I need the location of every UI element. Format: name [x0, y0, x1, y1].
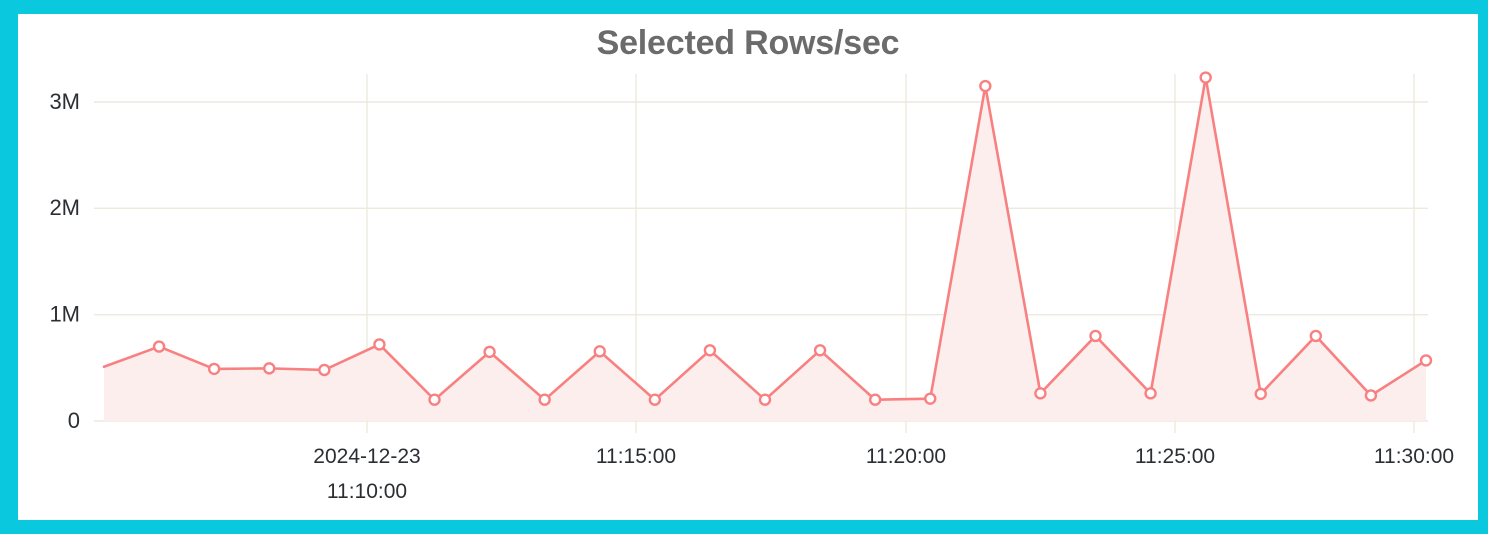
- data-point-marker[interactable]: [1254, 387, 1267, 401]
- data-point-marker[interactable]: [373, 338, 386, 351]
- x-tick-label: 11:30:00: [1374, 445, 1454, 468]
- data-point-marker[interactable]: [593, 345, 606, 358]
- data-point-marker[interactable]: [868, 393, 882, 406]
- data-point-marker[interactable]: [1364, 389, 1378, 402]
- data-point-marker[interactable]: [1199, 71, 1212, 84]
- data-point-marker[interactable]: [1034, 387, 1047, 400]
- y-axis-tick-labels: 0 1M 2M 3M: [49, 89, 80, 433]
- data-point-marker[interactable]: [1309, 329, 1323, 343]
- data-point-marker[interactable]: [538, 393, 551, 406]
- chart-panel: Selected Rows/sec 0 1M 2M 3M 2024-12-23 11:1…: [18, 14, 1478, 520]
- data-point-marker[interactable]: [648, 393, 662, 406]
- data-point-marker[interactable]: [1144, 387, 1157, 400]
- series-markers[interactable]: [152, 71, 1433, 406]
- y-tick-label: 1M: [49, 301, 80, 326]
- data-point-marker[interactable]: [263, 362, 276, 375]
- data-point-marker[interactable]: [483, 345, 496, 359]
- data-point-marker[interactable]: [152, 340, 166, 353]
- y-tick-label: 3M: [49, 89, 80, 114]
- data-point-marker[interactable]: [1419, 354, 1433, 367]
- data-point-marker[interactable]: [428, 393, 441, 406]
- chart-plot-area[interactable]: 0 1M 2M 3M 2024-12-23 11:10:00 11:15:00 11:20:…: [18, 14, 1478, 520]
- data-point-marker[interactable]: [979, 79, 992, 93]
- data-point-marker[interactable]: [924, 392, 937, 405]
- data-point-marker[interactable]: [813, 344, 827, 357]
- data-point-marker[interactable]: [318, 363, 331, 377]
- data-point-marker[interactable]: [703, 344, 717, 357]
- chart-title: Selected Rows/sec: [596, 24, 900, 62]
- y-tick-label: 0: [68, 408, 80, 433]
- data-point-marker[interactable]: [758, 393, 772, 406]
- x-tick-label: 2024-12-23: [313, 445, 420, 468]
- x-tick-label: 11:10:00: [327, 480, 407, 503]
- y-tick-label: 2M: [49, 195, 80, 220]
- series-area-fill: [104, 77, 1426, 421]
- x-tick-label: 11:20:00: [866, 445, 946, 468]
- data-point-marker[interactable]: [207, 362, 221, 376]
- x-tick-label: 11:15:00: [596, 445, 676, 468]
- x-axis-tick-labels: 2024-12-23 11:10:00 11:15:00 11:20:00 11:25:…: [313, 445, 1454, 503]
- data-point-marker[interactable]: [1089, 329, 1102, 343]
- x-tick-label: 11:25:00: [1135, 445, 1215, 468]
